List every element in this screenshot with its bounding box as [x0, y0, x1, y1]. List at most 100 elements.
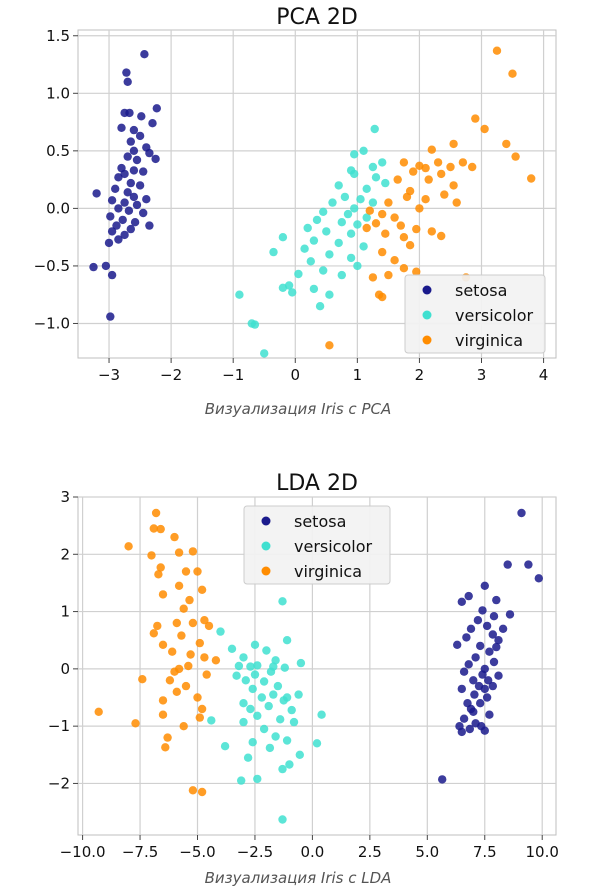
lda-point-virginica — [158, 590, 168, 599]
pca-point-setosa — [129, 166, 139, 175]
lda-point-versicolor — [265, 743, 275, 753]
pca-point-versicolor — [370, 124, 379, 134]
pca-point-virginica — [458, 158, 468, 167]
legend-marker-virginica — [422, 335, 432, 345]
pca-point-setosa — [126, 224, 135, 234]
pca-point-versicolor — [362, 213, 371, 222]
lda-point-virginica — [197, 585, 207, 594]
lda-point-versicolor — [248, 738, 257, 747]
lda-point-setosa — [488, 630, 497, 639]
pca-point-virginica — [381, 229, 390, 238]
legend-marker-versicolor — [261, 541, 271, 551]
x-tick-label: −2.5 — [237, 843, 273, 861]
pca-point-versicolor — [353, 220, 362, 229]
lda-point-versicolor — [220, 742, 230, 751]
x-tick-label: −3 — [98, 366, 120, 384]
pca-point-setosa — [132, 155, 142, 165]
lda-point-virginica — [188, 618, 198, 628]
pca-point-setosa — [111, 184, 120, 193]
pca-grid — [73, 30, 556, 363]
lda-point-setosa — [480, 684, 489, 694]
lda-point-virginica — [195, 713, 204, 722]
pca-point-versicolor — [328, 198, 337, 207]
lda-point-virginica — [193, 693, 202, 702]
pca-point-setosa — [92, 189, 101, 198]
lda-point-setosa — [503, 560, 512, 569]
pca-point-setosa — [118, 215, 127, 225]
x-tick-label: −1 — [222, 366, 244, 384]
lda-point-virginica — [124, 542, 133, 551]
pca-point-setosa — [152, 104, 161, 113]
lda-point-versicolor — [282, 636, 292, 645]
lda-point-versicolor — [271, 656, 280, 665]
pca-point-setosa — [122, 68, 131, 77]
pca-point-virginica — [471, 114, 480, 123]
y-tick-label: −1.0 — [34, 314, 70, 332]
lda-point-versicolor — [295, 750, 304, 759]
lda-point-virginica — [185, 595, 194, 605]
y-tick-label: 0.5 — [46, 142, 70, 160]
pca-point-versicolor — [260, 349, 269, 358]
pca-point-virginica — [368, 273, 378, 282]
lda-point-setosa — [464, 660, 473, 669]
pca-point-versicolor — [350, 150, 359, 159]
pca-point-setosa — [126, 178, 135, 188]
pca-point-versicolor — [337, 218, 346, 227]
pca-point-setosa — [139, 208, 148, 218]
pca-point-versicolor — [359, 242, 368, 251]
lda-point-versicolor — [289, 717, 299, 727]
pca-point-virginica — [449, 139, 458, 149]
lda-point-versicolor — [250, 670, 260, 679]
lda-point-versicolor — [269, 690, 278, 699]
pca-title: PCA 2D — [276, 5, 358, 30]
pca-point-setosa — [120, 198, 129, 207]
pca-point-setosa — [104, 238, 114, 248]
lda-point-versicolor — [207, 716, 216, 725]
lda-point-setosa — [494, 671, 503, 680]
lda-point-virginica — [197, 787, 207, 797]
pca-point-setosa — [140, 50, 149, 59]
lda-point-versicolor — [317, 710, 326, 719]
pca-point-virginica — [527, 174, 536, 183]
lda-point-setosa — [492, 595, 501, 605]
pca-caption: Визуализация Iris с PCA — [204, 400, 392, 418]
x-tick-label: 0 — [290, 366, 300, 384]
lda-point-setosa — [498, 624, 508, 633]
pca-point-virginica — [378, 292, 387, 302]
lda-point-virginica — [94, 707, 103, 716]
lda-point-setosa — [459, 714, 469, 723]
lda-point-versicolor — [232, 671, 241, 680]
lda-point-virginica — [174, 548, 184, 557]
pca-point-versicolor — [325, 250, 334, 259]
pca-point-virginica — [421, 195, 430, 204]
pca-point-virginica — [508, 69, 517, 78]
lda-legend: setosa versicolor virginica — [243, 505, 391, 585]
lda-point-versicolor — [253, 711, 262, 720]
legend-label-versicolor: versicolor — [455, 306, 533, 325]
lda-point-virginica — [195, 638, 204, 648]
lda-point-versicolor — [246, 662, 255, 671]
lda-point-versicolor — [264, 701, 273, 711]
lda-point-setosa — [489, 657, 499, 667]
lda-point-setosa — [482, 621, 492, 631]
y-tick-label: 1 — [60, 603, 70, 621]
lda-point-setosa — [517, 508, 526, 518]
lda-point-versicolor — [259, 724, 269, 734]
pca-point-setosa — [112, 221, 121, 230]
lda-point-versicolor — [262, 646, 271, 655]
lda-point-virginica — [163, 733, 172, 742]
lda-point-virginica — [165, 676, 175, 685]
lda-caption: Визуализация Iris с LDA — [204, 869, 392, 887]
lda-point-versicolor — [239, 699, 248, 708]
lda-point-virginica — [156, 524, 165, 534]
pca-point-versicolor — [278, 233, 288, 242]
lda-point-setosa — [488, 681, 497, 691]
pca-point-versicolor — [315, 302, 325, 311]
lda-point-virginica — [170, 667, 179, 676]
lda-point-virginica — [188, 786, 198, 795]
lda-point-virginica — [138, 675, 147, 684]
lda-point-setosa — [473, 616, 483, 625]
lda-point-setosa — [469, 676, 478, 685]
pca-point-setosa — [107, 270, 117, 280]
lda-point-virginica — [172, 687, 181, 696]
